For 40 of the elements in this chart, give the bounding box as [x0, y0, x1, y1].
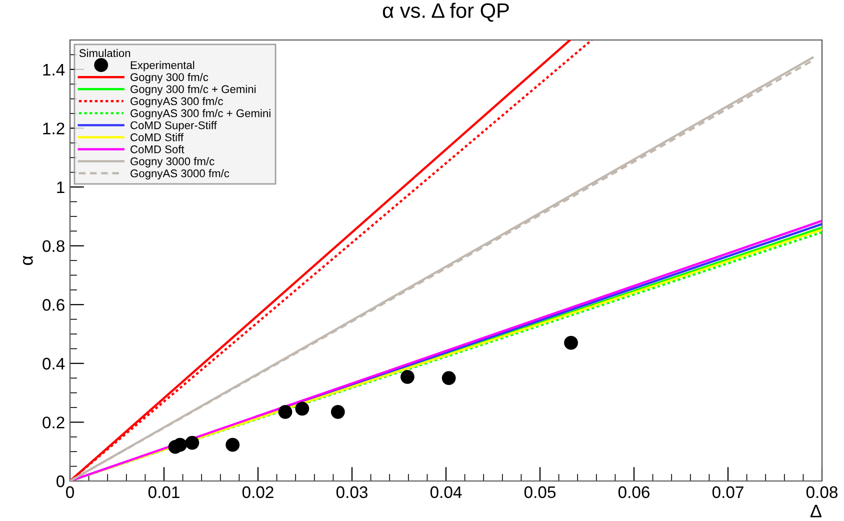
x-tick-label: 0: [66, 486, 74, 498]
y-tick-label: 0.6: [42, 299, 64, 311]
y-axis-title: α: [22, 256, 33, 265]
point: [185, 436, 200, 450]
legend-label: CoMD Soft: [130, 145, 184, 154]
y-tick-label: 0: [56, 475, 64, 488]
x-tick-label: 0.05: [524, 486, 556, 498]
point: [442, 371, 456, 386]
point: [400, 370, 414, 384]
x-axis-title: Δ: [810, 504, 822, 518]
point: [173, 438, 187, 452]
point: [295, 402, 310, 416]
legend-label: CoMD Super-Stiff: [130, 121, 217, 132]
legend-label: GognyAS 3000 fm/c: [130, 169, 230, 180]
legend-label: Gogny 3000 fm/c: [130, 157, 214, 168]
point: [564, 336, 578, 350]
legend-label: GognyAS 300 fm/c: [130, 96, 223, 108]
y-tick-label: 1.2: [43, 122, 64, 134]
x-tick-label: 0.02: [242, 486, 274, 498]
legend-label: Experimental: [130, 60, 194, 72]
point: [226, 438, 240, 452]
y-tick-label: 0.4: [42, 358, 65, 370]
legend-label: GognyAS 300 fm/c + Gemini: [130, 109, 270, 120]
y-tick-label: 0.8: [42, 240, 64, 252]
y-tick-label: 1: [57, 182, 64, 194]
legend-label: Gogny 300 fm/c + Gemini: [130, 84, 256, 96]
legend-title: Simulation: [79, 48, 130, 58]
y-tick-label: 1.4: [43, 64, 65, 76]
legend-label: CoMD Stiff: [130, 133, 184, 142]
x-tick-label: 0.08: [806, 486, 838, 498]
x-tick-label: 0.03: [336, 486, 368, 498]
chart-title: α vs. Δ for QP: [382, 2, 509, 22]
legend-label: Gogny 300 fm/c: [130, 72, 208, 84]
x-tick-label: 0.07: [712, 486, 744, 498]
x-tick-label: 0.01: [148, 486, 180, 498]
point: [278, 404, 292, 419]
y-tick-label: 0.2: [42, 416, 64, 428]
x-tick-label: 0.06: [618, 486, 650, 498]
point: [330, 404, 345, 419]
x-tick-label: 0.04: [430, 486, 462, 498]
